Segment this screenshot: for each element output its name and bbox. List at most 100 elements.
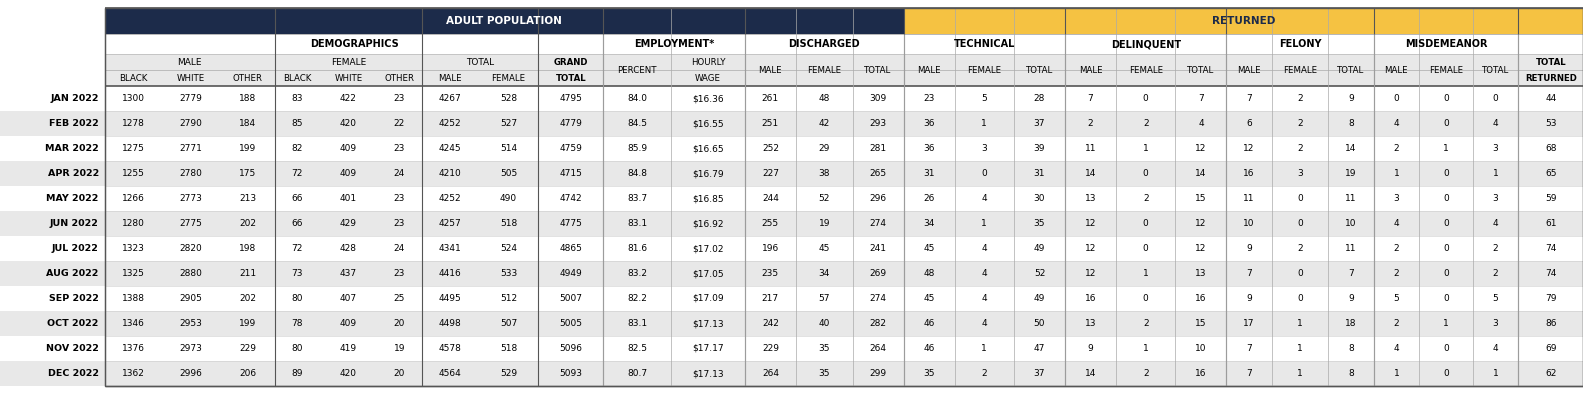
Text: 2: 2 (1492, 244, 1498, 253)
Text: 409: 409 (341, 319, 356, 328)
Text: 5: 5 (1394, 294, 1399, 303)
Text: 4210: 4210 (439, 169, 461, 178)
Text: EMPLOYMENT*: EMPLOYMENT* (634, 39, 714, 49)
Text: 83.1: 83.1 (627, 319, 648, 328)
Text: 52: 52 (819, 194, 830, 203)
Text: 49: 49 (1034, 244, 1045, 253)
Text: 7: 7 (1247, 344, 1251, 353)
Text: 39: 39 (1034, 144, 1045, 153)
Text: 9: 9 (1247, 244, 1251, 253)
Text: 528: 528 (501, 94, 516, 103)
Text: TOTAL: TOTAL (1483, 65, 1510, 74)
Text: 0: 0 (1443, 244, 1449, 253)
Text: $16.92: $16.92 (692, 219, 724, 228)
Text: $17.02: $17.02 (692, 244, 724, 253)
Text: 265: 265 (870, 169, 887, 178)
Text: 8: 8 (1348, 344, 1354, 353)
Text: 57: 57 (819, 294, 830, 303)
Text: 1: 1 (1492, 169, 1498, 178)
Text: 29: 29 (819, 144, 830, 153)
Text: 1: 1 (1297, 319, 1304, 328)
Text: 0: 0 (982, 169, 987, 178)
Text: 7: 7 (1247, 369, 1251, 378)
Text: 196: 196 (762, 244, 779, 253)
Text: 281: 281 (870, 144, 887, 153)
Text: 409: 409 (341, 169, 356, 178)
Text: 0: 0 (1142, 219, 1148, 228)
Text: 0: 0 (1142, 244, 1148, 253)
Text: RETURNED: RETURNED (1525, 74, 1576, 82)
Text: 4795: 4795 (559, 94, 583, 103)
Text: 83.2: 83.2 (627, 269, 648, 278)
Text: 274: 274 (870, 219, 887, 228)
Text: 5005: 5005 (559, 319, 583, 328)
Text: 0: 0 (1443, 94, 1449, 103)
Text: TOTAL: TOTAL (1188, 65, 1215, 74)
Text: 12: 12 (1196, 219, 1207, 228)
Bar (0, 286, 1584, 311)
Text: 0: 0 (1297, 219, 1304, 228)
Text: 4949: 4949 (559, 269, 581, 278)
Text: 274: 274 (870, 294, 887, 303)
Text: 13: 13 (1196, 269, 1207, 278)
Text: 81.6: 81.6 (627, 244, 648, 253)
Text: 0: 0 (1297, 294, 1304, 303)
Text: 36: 36 (923, 144, 935, 153)
Text: WHITE: WHITE (334, 74, 363, 82)
Text: 1: 1 (1492, 369, 1498, 378)
Text: 15: 15 (1196, 319, 1207, 328)
Text: 12: 12 (1196, 144, 1207, 153)
Text: MALE: MALE (1237, 65, 1261, 74)
Bar (0, 336, 1584, 361)
Text: 22: 22 (394, 119, 406, 128)
Text: 184: 184 (239, 119, 257, 128)
Text: 2: 2 (1297, 94, 1304, 103)
Text: 12: 12 (1085, 269, 1096, 278)
Text: MAR 2022: MAR 2022 (44, 144, 98, 153)
Text: 73: 73 (291, 269, 303, 278)
Text: 69: 69 (1544, 344, 1557, 353)
Text: $17.05: $17.05 (692, 269, 724, 278)
Text: 14: 14 (1085, 169, 1096, 178)
Text: 4416: 4416 (439, 269, 461, 278)
Text: 17: 17 (1243, 319, 1255, 328)
Text: FEB 2022: FEB 2022 (49, 119, 98, 128)
Text: 2: 2 (1297, 244, 1304, 253)
Text: 68: 68 (1544, 144, 1557, 153)
Text: 7: 7 (1247, 94, 1251, 103)
Text: 1300: 1300 (122, 94, 144, 103)
Text: 505: 505 (501, 169, 516, 178)
Text: 1: 1 (1443, 144, 1449, 153)
Text: 527: 527 (501, 119, 516, 128)
Text: 1: 1 (982, 219, 987, 228)
Text: 20: 20 (394, 319, 406, 328)
Text: 1388: 1388 (122, 294, 144, 303)
Bar (105, 54, 1584, 86)
Text: 34: 34 (923, 219, 935, 228)
Text: 66: 66 (291, 219, 303, 228)
Text: 84.0: 84.0 (627, 94, 648, 103)
Text: 35: 35 (819, 369, 830, 378)
Text: 0: 0 (1297, 269, 1304, 278)
Text: 229: 229 (239, 344, 257, 353)
Text: $17.13: $17.13 (692, 319, 724, 328)
Text: 407: 407 (341, 294, 356, 303)
Text: 4: 4 (1198, 119, 1204, 128)
Text: SEP 2022: SEP 2022 (49, 294, 98, 303)
Text: 74: 74 (1544, 269, 1557, 278)
Text: 31: 31 (1034, 169, 1045, 178)
Text: 34: 34 (819, 269, 830, 278)
Text: 83: 83 (291, 94, 303, 103)
Text: 13: 13 (1085, 194, 1096, 203)
Text: 490: 490 (501, 194, 516, 203)
Text: APR 2022: APR 2022 (48, 169, 98, 178)
Text: 1: 1 (982, 119, 987, 128)
Text: 5007: 5007 (559, 294, 583, 303)
Text: 8: 8 (1348, 369, 1354, 378)
Text: 24: 24 (394, 169, 406, 178)
Text: 26: 26 (923, 194, 935, 203)
Text: 0: 0 (1443, 369, 1449, 378)
Text: 244: 244 (762, 194, 779, 203)
Text: 82.5: 82.5 (627, 344, 648, 353)
Text: 2771: 2771 (179, 144, 203, 153)
